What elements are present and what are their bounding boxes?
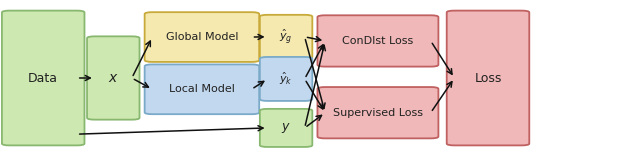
Text: $y$: $y$ [281, 121, 291, 135]
FancyBboxPatch shape [145, 12, 259, 62]
FancyBboxPatch shape [260, 15, 312, 59]
Text: ConDIst Loss: ConDIst Loss [342, 36, 413, 46]
FancyBboxPatch shape [260, 109, 312, 147]
Text: $x$: $x$ [108, 71, 118, 85]
FancyBboxPatch shape [260, 57, 312, 101]
FancyBboxPatch shape [2, 11, 84, 145]
Text: Local Model: Local Model [169, 84, 235, 94]
FancyBboxPatch shape [447, 11, 529, 145]
FancyBboxPatch shape [145, 64, 259, 114]
Text: Supervised Loss: Supervised Loss [333, 108, 423, 118]
FancyBboxPatch shape [87, 36, 140, 120]
FancyBboxPatch shape [317, 87, 438, 138]
Text: Loss: Loss [474, 71, 502, 85]
Text: Global Model: Global Model [166, 32, 238, 42]
Text: $\hat{y}_k$: $\hat{y}_k$ [279, 71, 293, 87]
Text: $\hat{y}_g$: $\hat{y}_g$ [279, 27, 293, 46]
FancyBboxPatch shape [317, 15, 438, 67]
Text: Data: Data [28, 71, 58, 85]
